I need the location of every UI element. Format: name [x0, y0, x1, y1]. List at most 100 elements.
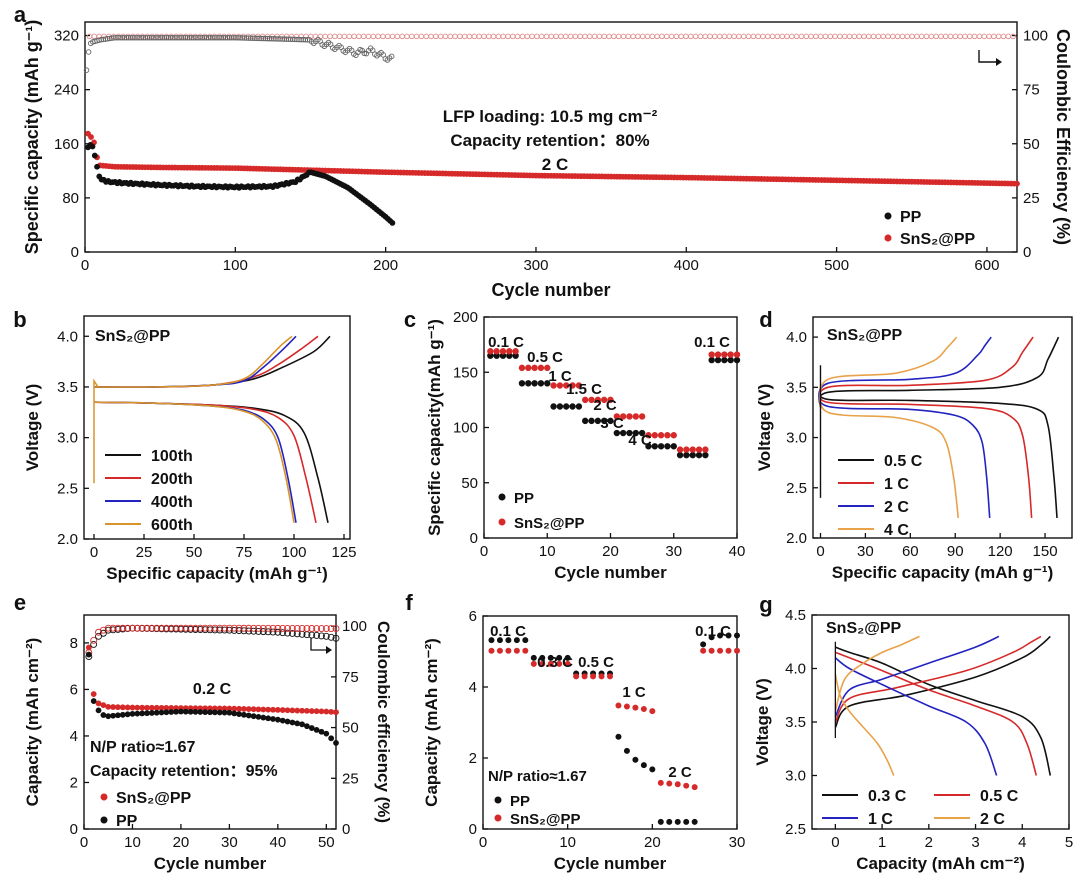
- capacity-point: [270, 706, 276, 713]
- legend-label: 0.5 C: [980, 788, 1019, 805]
- sns-point: [513, 647, 520, 654]
- plot-frame: [83, 315, 351, 540]
- ce-point: [293, 630, 301, 638]
- ce-point: [129, 624, 136, 632]
- y-tick-label: 4: [469, 679, 477, 696]
- y-tick-label: 50: [461, 475, 478, 492]
- sns-point: [488, 647, 495, 654]
- ce-point: [894, 33, 901, 40]
- sns-point: [547, 660, 554, 667]
- pp-point: [670, 443, 677, 450]
- y-tick-label: 6: [70, 681, 78, 698]
- panel-letter: d: [759, 307, 772, 332]
- ce-point: [250, 627, 258, 635]
- ce-point: [707, 33, 713, 40]
- pp-point: [674, 818, 681, 825]
- capacity-point: [163, 709, 170, 716]
- x-tick-label: 150: [1033, 543, 1058, 560]
- sns-point: [556, 660, 563, 667]
- pp-point: [522, 637, 529, 644]
- ce-point: [313, 632, 321, 639]
- capacity-point: [328, 735, 335, 742]
- y-tick-label: 2.0: [57, 531, 78, 548]
- ce-point: [95, 632, 102, 640]
- ce-point: [211, 626, 219, 634]
- ce-point: [697, 33, 704, 40]
- pp-point: [537, 380, 545, 387]
- annotation: Capacity retention：80%: [450, 131, 649, 150]
- ce-point: [813, 33, 819, 40]
- ce-point: [510, 33, 516, 40]
- capacity-point: [323, 730, 330, 737]
- ce-point: [798, 33, 805, 40]
- capacity-point: [100, 702, 107, 709]
- capacity-point: [313, 708, 320, 715]
- panel-e: 0 10 20 30 40 50 0 2 4 6 8 0 25 50 75 100 Coulombic effi…: [14, 590, 393, 873]
- rate-label: 3 C: [600, 415, 624, 432]
- ce-point: [914, 33, 920, 40]
- pp-point: [638, 429, 646, 437]
- ce-point: [384, 33, 391, 40]
- ce-point: [793, 33, 800, 40]
- panel-title: SnS₂@PP: [827, 327, 903, 344]
- ce-point: [356, 33, 362, 40]
- capacity-point: [202, 709, 209, 716]
- y2-axis-label: Coulombic efficiency (%): [374, 621, 393, 823]
- capacity-point: [129, 704, 136, 711]
- ce-point: [495, 33, 502, 40]
- pp-point: [530, 654, 537, 661]
- rate-label: 1 C: [548, 368, 572, 385]
- capacity-point: [226, 709, 233, 716]
- ce-point: [591, 33, 598, 40]
- ce-point: [880, 33, 886, 40]
- legend-label: 400th: [151, 494, 193, 511]
- sns-point: [588, 396, 595, 404]
- ce-point: [726, 33, 733, 40]
- ce-point: [702, 33, 708, 40]
- y2-tick-label: 50: [342, 720, 359, 737]
- legend-marker: [100, 816, 108, 824]
- capacity-point: [110, 712, 116, 719]
- y-tick-label: 4.0: [786, 329, 807, 346]
- capacity-point: [274, 716, 281, 723]
- ce-point: [85, 49, 92, 55]
- sns-point: [522, 647, 529, 654]
- ce-point: [90, 640, 98, 648]
- sns-point: [487, 348, 494, 355]
- ce-point: [216, 626, 224, 634]
- sns-point: [691, 784, 698, 791]
- legend-marker: [494, 814, 502, 822]
- ce-point: [327, 633, 335, 641]
- capacity-point: [241, 711, 247, 718]
- ce-point: [808, 33, 814, 40]
- ce-point: [630, 33, 636, 40]
- pp-point: [623, 747, 630, 754]
- rate-label: 4 C: [628, 432, 652, 449]
- x-tick-label: 5: [1065, 834, 1073, 851]
- ce-point: [774, 33, 781, 40]
- x-tick-label: 10: [539, 543, 556, 560]
- ce-point: [721, 33, 728, 40]
- sns-point: [695, 446, 703, 453]
- ce-point: [318, 632, 325, 640]
- capacity-point: [85, 644, 92, 651]
- panel-letter: c: [404, 307, 416, 332]
- pp-point: [691, 818, 698, 825]
- ce-point: [841, 33, 848, 40]
- capacity-point: [139, 704, 146, 711]
- ce-point: [659, 33, 665, 40]
- pp-point: [613, 429, 621, 437]
- rate-label: 2 C: [668, 764, 692, 781]
- capacity-point: [100, 712, 107, 718]
- capacity-point: [211, 709, 218, 716]
- y-tick-label: 240: [54, 82, 79, 99]
- ce-point: [971, 33, 978, 40]
- x-tick-label: 600: [974, 257, 999, 274]
- ce-point: [750, 33, 757, 40]
- legend-label: 100th: [151, 448, 193, 465]
- ce-point: [322, 33, 328, 40]
- sns-point: [717, 647, 724, 654]
- ce-point: [221, 626, 228, 634]
- ce-point: [250, 624, 258, 632]
- sns-point: [670, 432, 677, 439]
